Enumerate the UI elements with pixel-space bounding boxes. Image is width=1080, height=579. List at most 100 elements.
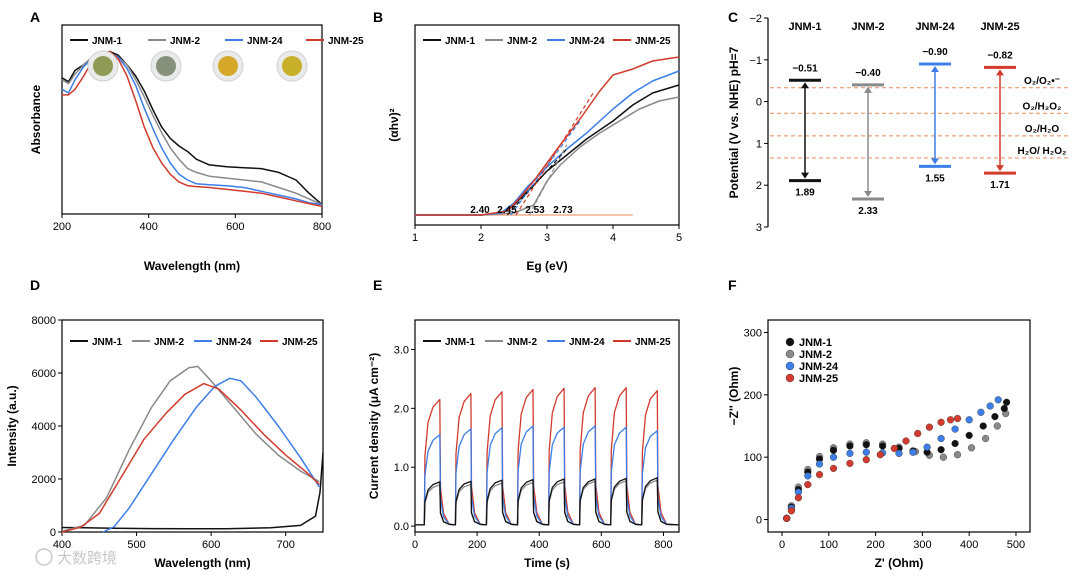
data-point-jnm-25	[783, 514, 791, 522]
bandgap-label-jnm-25: 2.53	[525, 205, 545, 216]
arrow-head-up-jnm-24	[931, 65, 939, 72]
legend-label-jnm-25: JNM-25	[328, 36, 364, 47]
sample-powder-jnm-2	[156, 56, 176, 76]
plot-frame	[414, 319, 680, 533]
x-tick-label: 400	[530, 539, 548, 551]
data-point-jnm-2	[993, 422, 1001, 430]
y-tick-label: 300	[744, 327, 762, 339]
x-tick-label: 500	[1007, 539, 1025, 551]
plot-frame	[414, 24, 680, 226]
legend-label-jnm-1: JNM-1	[445, 337, 475, 348]
data-point-jnm-25	[925, 423, 934, 431]
data-point-jnm-1	[829, 446, 838, 454]
series-line-jnm-1	[61, 452, 324, 530]
y-tick-label: 0	[756, 515, 762, 527]
legend-label-jnm-24: JNM-24	[247, 36, 283, 47]
legend-label-jnm-2: JNM-2	[799, 349, 832, 361]
data-point-jnm-1	[979, 422, 987, 430]
data-point-jnm-25	[794, 494, 803, 502]
x-tick-label: 600	[226, 221, 244, 233]
data-point-jnm-24	[923, 443, 931, 451]
data-point-jnm-24	[977, 408, 985, 416]
x-tick-label: 400	[960, 539, 978, 551]
legend-label-jnm-1: JNM-1	[92, 36, 122, 47]
data-point-jnm-1	[937, 446, 945, 454]
data-point-jnm-24	[951, 425, 959, 433]
data-point-jnm-1	[1000, 404, 1008, 413]
vb-value-jnm-25: 1.71	[990, 180, 1010, 191]
panel-d: 400 500 600 700 0 2000 4000 6000 8000 JNM-1 JNM-2 J…	[5, 315, 324, 570]
data-point-jnm-25	[902, 437, 910, 445]
sample-label-jnm-24: JNM-24	[915, 21, 955, 33]
data-point-jnm-2	[967, 444, 976, 452]
y-tick-label: −1	[749, 55, 762, 67]
y-tick-label: 2000	[32, 474, 56, 486]
y-tick-label: −2	[749, 13, 762, 25]
x-axis-label: Time (s)	[524, 556, 570, 570]
y-tick-label: 200	[744, 390, 762, 402]
data-point-jnm-1	[846, 442, 854, 450]
redox-label-2: O₂/H₂O	[1025, 124, 1060, 135]
panel-f: 0 100 200 300 400 5000100200300JNM-1JNM-2JNM-…	[727, 319, 1031, 570]
watermark-icon	[35, 548, 53, 566]
data-point-jnm-2	[953, 451, 962, 459]
x-tick-label: 600	[592, 539, 610, 551]
x-tick-label: 3	[544, 232, 550, 244]
legend-label-jnm-24: JNM-24	[799, 361, 839, 373]
plot-frame	[61, 24, 323, 215]
vb-value-jnm-24: 1.55	[925, 173, 945, 184]
panel-e: 0 200 400 600 800 0.0 1.0 2.0 3.0 JNM-1 JNM-2 JNM-2…	[367, 319, 680, 570]
x-axis-label: Eg (eV)	[526, 259, 567, 273]
data-point-jnm-24	[937, 434, 945, 443]
y-tick-label: 3	[756, 222, 762, 234]
y-axis-label: Potential (V vs. NHE) pH=7	[727, 46, 741, 198]
legend-label-jnm-2: JNM-2	[154, 337, 184, 348]
data-point-jnm-1	[951, 439, 959, 448]
x-tick-label: 800	[654, 539, 672, 551]
sample-label-jnm-2: JNM-2	[851, 21, 884, 33]
tangent-line-jnm-24	[510, 120, 581, 216]
data-point-jnm-1	[991, 413, 999, 421]
legend-label-jnm-1: JNM-1	[445, 36, 475, 47]
y-tick-label: 3.0	[394, 344, 409, 356]
x-axis-label: Z' (Ohm)	[875, 556, 924, 570]
vb-value-jnm-2: 2.33	[858, 206, 878, 217]
y-tick-label: 1.0	[394, 462, 409, 474]
watermark-text: 大数跨境	[57, 549, 117, 567]
panel-a: 200 400 600 800 JNM-1 JNM-2 JNM-24 JNM-25 Wavele…	[29, 24, 364, 273]
arrow-head-up-jnm-2	[864, 86, 872, 93]
cb-value-jnm-1: −0.51	[792, 63, 818, 74]
data-point-jnm-25	[829, 464, 838, 473]
x-tick-label: 800	[313, 221, 331, 233]
series-line-jnm-1	[415, 477, 680, 526]
legend-label-jnm-1: JNM-1	[799, 337, 832, 349]
redox-label-0: O₂/O₂•⁻	[1024, 76, 1060, 87]
data-point-jnm-25	[890, 444, 898, 453]
series-line-jnm-24	[102, 377, 320, 533]
x-axis-label: Wavelength (nm)	[154, 556, 250, 570]
data-point-jnm-25	[876, 451, 884, 459]
x-tick-label: 0	[779, 539, 785, 551]
panel-letter-a: A	[30, 9, 40, 25]
y-tick-label: 2.0	[394, 403, 409, 415]
tangent-line-jnm-25	[515, 92, 594, 216]
watermark: 大数跨境	[35, 548, 117, 567]
panel-c: −2 −1 0 1 2 3 Potential (V vs. NHE) pH=7 O₂/O₂•…	[727, 13, 1070, 234]
legend-label-jnm-25: JNM-25	[282, 337, 318, 348]
data-point-jnm-25	[946, 416, 955, 424]
legend-label-jnm-2: JNM-2	[507, 36, 537, 47]
data-point-jnm-24	[862, 448, 870, 456]
bandgap-label-jnm-2: 2.73	[553, 205, 573, 216]
arrow-head-up-jnm-25	[996, 69, 1004, 76]
legend-label-jnm-24: JNM-24	[216, 337, 252, 348]
x-tick-label: 700	[277, 539, 295, 551]
cb-value-jnm-25: −0.82	[987, 50, 1013, 61]
x-tick-label: 200	[866, 539, 884, 551]
y-tick-label: 4000	[32, 421, 56, 433]
series-line-jnm-2	[61, 365, 320, 532]
x-tick-label: 0	[412, 539, 418, 551]
x-tick-label: 5	[676, 232, 682, 244]
tangent-line-jnm-2	[528, 144, 568, 216]
x-axis-label: Wavelength (nm)	[144, 259, 240, 273]
data-point-jnm-24	[895, 449, 903, 458]
